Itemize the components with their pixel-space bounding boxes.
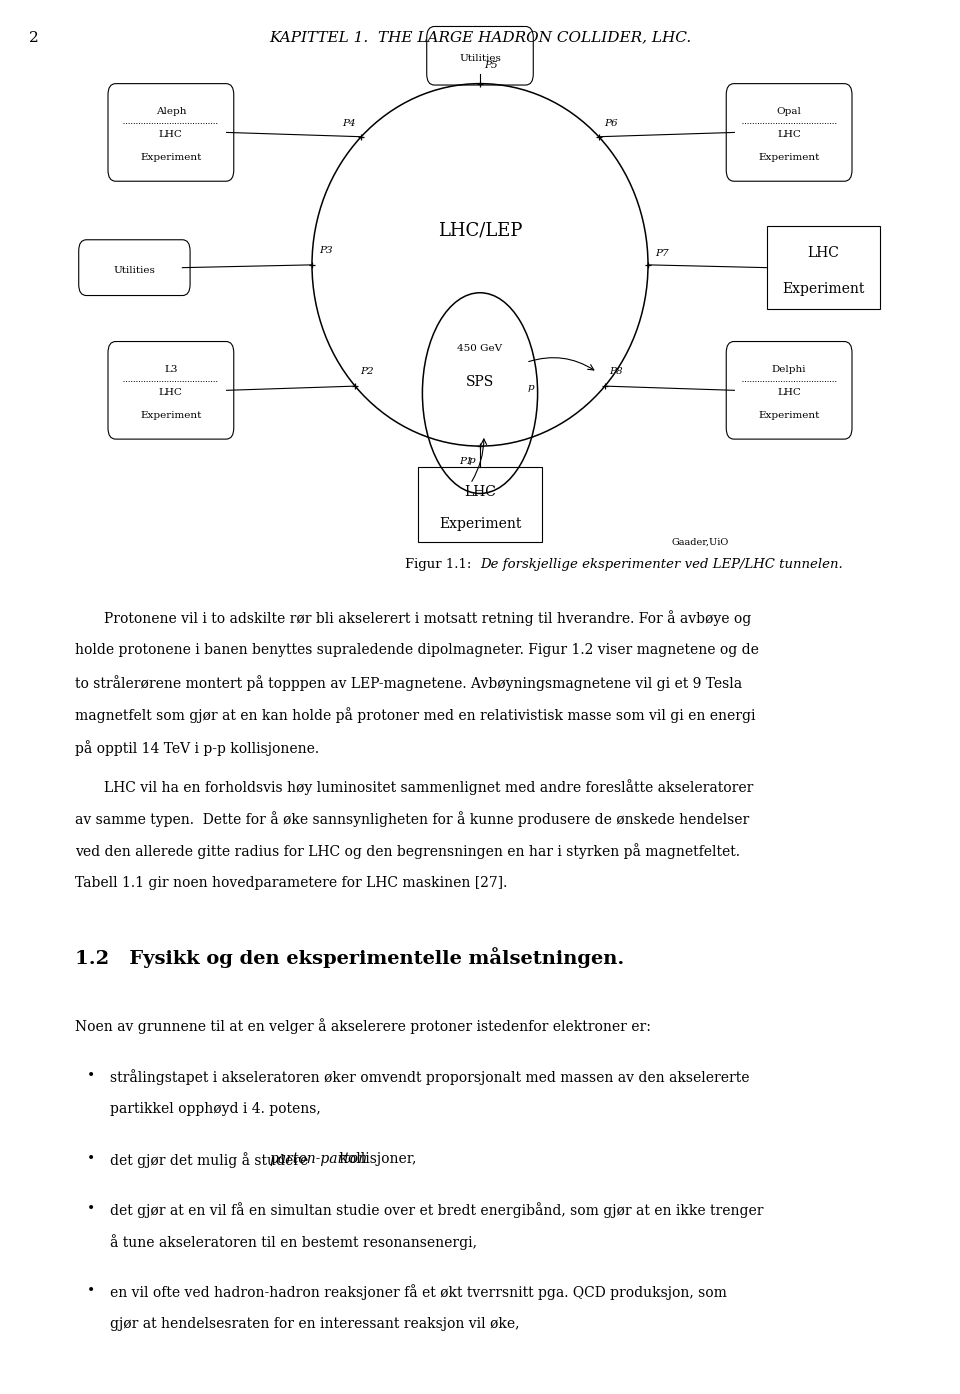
Text: av samme typen.  Dette for å øke sannsynligheten for å kunne produsere de ønsked: av samme typen. Dette for å øke sannsynl…: [75, 811, 749, 827]
Text: •: •: [87, 1284, 95, 1298]
Text: Protonene vil i to adskilte rør bli akselerert i motsatt retning til hverandre. : Protonene vil i to adskilte rør bli akse…: [104, 611, 751, 626]
Text: Delphi: Delphi: [772, 365, 806, 375]
Text: Utilities: Utilities: [113, 266, 156, 275]
Text: Experiment: Experiment: [758, 153, 820, 162]
Text: kollisjoner,: kollisjoner,: [335, 1151, 417, 1165]
Text: Experiment: Experiment: [140, 411, 202, 420]
Text: Opal: Opal: [777, 107, 802, 117]
Bar: [418, 467, 542, 542]
Text: holde protonene i banen benyttes supraledende dipolmagneter. Figur 1.2 viser mag: holde protonene i banen benyttes suprale…: [75, 643, 758, 657]
Text: Experiment: Experiment: [439, 517, 521, 531]
Text: Experiment: Experiment: [782, 283, 865, 297]
Text: P8: P8: [610, 368, 623, 376]
Text: det gjør at en vil få en simultan studie over et bredt energibånd, som gjør at e: det gjør at en vil få en simultan studie…: [110, 1202, 764, 1218]
Text: det gjør det mulig å studere: det gjør det mulig å studere: [110, 1151, 313, 1168]
Text: 2: 2: [29, 31, 38, 45]
Text: De forskjellige eksperimenter ved LEP/LHC tunnelen.: De forskjellige eksperimenter ved LEP/LH…: [480, 558, 843, 570]
Text: 1.2   Fysikk og den eksperimentelle målsetningen.: 1.2 Fysikk og den eksperimentelle målset…: [75, 947, 624, 967]
Text: LHC/LEP: LHC/LEP: [438, 222, 522, 238]
Text: KAPITTEL 1.  THE LARGE HADRON COLLIDER, LHC.: KAPITTEL 1. THE LARGE HADRON COLLIDER, L…: [269, 31, 691, 45]
Text: en vil ofte ved hadron-hadron reaksjoner få et økt tverrsnitt pga. QCD produksjo: en vil ofte ved hadron-hadron reaksjoner…: [110, 1284, 728, 1301]
Text: Experiment: Experiment: [140, 153, 202, 162]
Text: Utilities: Utilities: [459, 54, 501, 63]
Text: P7: P7: [655, 250, 668, 258]
Text: P6: P6: [605, 120, 618, 128]
Text: magnetfelt som gjør at en kan holde på protoner med en relativistisk masse som v: magnetfelt som gjør at en kan holde på p…: [75, 708, 756, 723]
Text: Figur 1.1:: Figur 1.1:: [405, 558, 480, 570]
Text: L3: L3: [164, 365, 178, 375]
Text: Aleph: Aleph: [156, 107, 186, 117]
Text: Noen av grunnene til at en velger å akselerere protoner istedenfor elektroner er: Noen av grunnene til at en velger å akse…: [75, 1018, 651, 1034]
Text: P4: P4: [342, 120, 355, 128]
Text: Experiment: Experiment: [758, 411, 820, 420]
Text: to strålerørene montert på topppen av LEP-magnetene. Avbøyningsmagnetene vil gi : to strålerørene montert på topppen av LE…: [75, 675, 742, 691]
Text: LHC: LHC: [778, 130, 801, 139]
Bar: [767, 226, 880, 309]
Text: P3: P3: [319, 247, 332, 255]
Text: LHC: LHC: [159, 130, 182, 139]
Text: LHC: LHC: [464, 485, 496, 499]
Text: 450 GeV: 450 GeV: [457, 344, 503, 353]
Text: P1: P1: [459, 457, 472, 466]
Text: p: p: [468, 456, 475, 464]
Text: strålingstapet i akseleratoren øker omvendt proporsjonalt med massen av den akse: strålingstapet i akseleratoren øker omve…: [110, 1069, 750, 1086]
Text: P2: P2: [360, 368, 373, 376]
Text: ved den allerede gitte radius for LHC og den begrensningen en har i styrken på m: ved den allerede gitte radius for LHC og…: [75, 843, 740, 859]
Text: P5: P5: [484, 61, 497, 70]
Text: •: •: [87, 1202, 95, 1216]
Text: LHC vil ha en forholdsvis høy luminositet sammenlignet med andre foreslåtte akse: LHC vil ha en forholdsvis høy luminosite…: [104, 779, 753, 795]
Text: •: •: [87, 1069, 95, 1083]
Text: parton-parton: parton-parton: [269, 1151, 367, 1165]
Text: p: p: [528, 383, 535, 392]
Text: LHC: LHC: [807, 247, 840, 261]
Text: på opptil 14 TeV i p-p kollisjonene.: på opptil 14 TeV i p-p kollisjonene.: [75, 740, 319, 756]
Text: •: •: [87, 1151, 95, 1165]
Text: SPS: SPS: [466, 375, 494, 389]
Text: Tabell 1.1 gir noen hovedparametere for LHC maskinen [27].: Tabell 1.1 gir noen hovedparametere for …: [75, 875, 507, 889]
Text: LHC: LHC: [159, 388, 182, 397]
Text: LHC: LHC: [778, 388, 801, 397]
Text: gjør at hendelsesraten for en interessant reaksjon vil øke,: gjør at hendelsesraten for en interessan…: [110, 1317, 520, 1331]
Text: partikkel opphøyd i 4. potens,: partikkel opphøyd i 4. potens,: [110, 1101, 322, 1115]
Text: Gaader,UiO: Gaader,UiO: [672, 538, 730, 546]
Text: å tune akseleratoren til en bestemt resonansenergi,: å tune akseleratoren til en bestemt reso…: [110, 1234, 477, 1250]
